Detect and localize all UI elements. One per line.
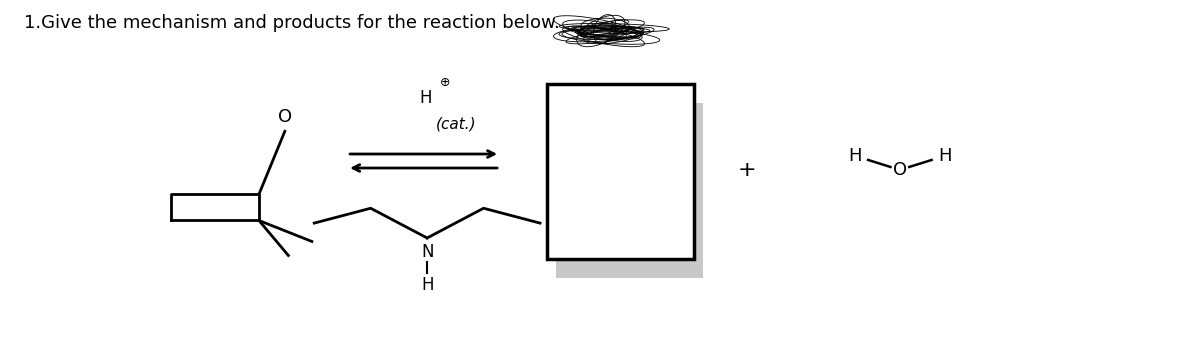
Text: N: N: [421, 243, 433, 261]
Text: H: H: [420, 89, 432, 107]
Text: (cat.): (cat.): [437, 117, 476, 132]
Text: 1.Give the mechanism and products for the reaction below.: 1.Give the mechanism and products for th…: [24, 14, 559, 32]
Text: O: O: [893, 161, 907, 179]
Text: H: H: [938, 147, 952, 165]
Bar: [547, 84, 694, 259]
Text: H: H: [848, 147, 862, 165]
Text: H: H: [421, 276, 433, 294]
Text: +: +: [738, 160, 756, 180]
Text: ⊕: ⊕: [439, 76, 450, 89]
Bar: [557, 103, 703, 278]
Text: O: O: [277, 108, 292, 126]
